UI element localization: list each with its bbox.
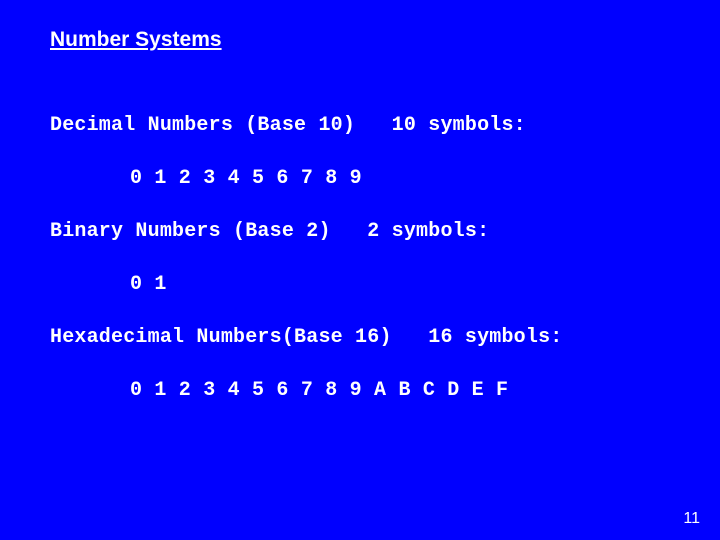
slide-title: Number Systems	[50, 28, 670, 52]
hex-heading: Hexadecimal Numbers(Base 16) 16 symbols:	[50, 326, 670, 349]
binary-symbols: 0 1	[50, 273, 670, 296]
page-number: 11	[683, 510, 700, 528]
decimal-symbols: 0 1 2 3 4 5 6 7 8 9	[50, 167, 670, 190]
decimal-heading: Decimal Numbers (Base 10) 10 symbols:	[50, 114, 670, 137]
slide-container: Number Systems Decimal Numbers (Base 10)…	[0, 0, 720, 402]
binary-heading: Binary Numbers (Base 2) 2 symbols:	[50, 220, 670, 243]
hex-symbols: 0 1 2 3 4 5 6 7 8 9 A B C D E F	[50, 379, 670, 402]
